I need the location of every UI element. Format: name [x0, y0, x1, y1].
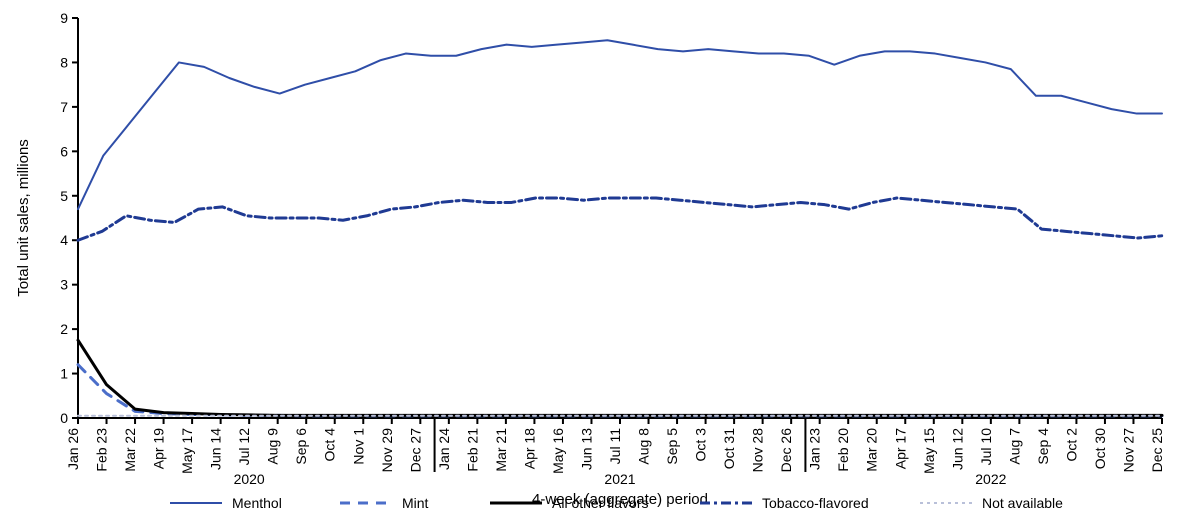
y-tick-label: 3 [60, 277, 68, 293]
series-line [78, 40, 1162, 209]
x-tick-label: Jan 23 [807, 428, 823, 470]
y-tick-label: 2 [60, 321, 68, 337]
x-tick-label: Feb 20 [835, 428, 851, 472]
y-tick-label: 8 [60, 54, 68, 70]
chart-svg: 0 1 2 3 4 5 6 7 8 9 Total unit sales, millions Jan … [0, 0, 1185, 522]
series-line [78, 340, 1162, 415]
x-year-label: 2022 [975, 471, 1006, 487]
x-tick-label: Jun 12 [949, 428, 965, 470]
x-tick-label: Aug 9 [265, 428, 281, 465]
x-tick-label: Nov 1 [350, 428, 366, 465]
legend-label: Tobacco-flavored [762, 495, 869, 511]
x-tick-label: Jun 14 [208, 428, 224, 470]
x-tick-label: Mar 20 [864, 428, 880, 472]
x-tick-label: Nov 28 [750, 428, 766, 473]
y-tick-label: 4 [60, 232, 68, 248]
x-year-label: 2021 [604, 471, 635, 487]
x-tick-label: Jul 11 [607, 428, 623, 465]
series-line [78, 365, 1162, 416]
legend-label: All other flavors [552, 495, 648, 511]
legend-label: Mint [402, 495, 429, 511]
x-tick-label: Mar 22 [122, 428, 138, 472]
x-tick-label: Nov 27 [1120, 428, 1136, 473]
x-tick-label: Dec 25 [1149, 428, 1165, 473]
x-tick-label: Sep 6 [293, 428, 309, 465]
x-tick-label: Nov 29 [379, 428, 395, 473]
y-tick-label: 7 [60, 99, 68, 115]
x-tick-label: Jul 12 [236, 428, 252, 466]
x-tick-label: Oct 4 [322, 428, 338, 462]
line-chart: 0 1 2 3 4 5 6 7 8 9 Total unit sales, millions Jan … [0, 0, 1185, 522]
x-tick-label: Oct 31 [721, 428, 737, 469]
legend-label: Not available [982, 495, 1063, 511]
x-tick-label: Sep 5 [664, 428, 680, 465]
x-tick-label: Aug 7 [1006, 428, 1022, 465]
x-tick-label: Oct 30 [1092, 428, 1108, 469]
x-tick-label: Mar 21 [493, 428, 509, 472]
y-tick-label: 6 [60, 143, 68, 159]
x-tick-label: Jan 26 [65, 428, 81, 470]
x-tick-label: Oct 2 [1063, 428, 1079, 462]
x-tick-label: Apr 18 [521, 428, 537, 469]
x-tick-label: Sep 4 [1035, 428, 1051, 465]
x-tick-label: May 16 [550, 428, 566, 474]
x-tick-label: Oct 3 [693, 428, 709, 462]
x-tick-label: Dec 27 [407, 428, 423, 473]
x-tick-label: May 15 [921, 428, 937, 474]
x-year-label: 2020 [234, 471, 265, 487]
legend-label: Menthol [232, 495, 282, 511]
x-tick-label: Apr 19 [151, 428, 167, 469]
y-axis-title: Total unit sales, millions [15, 139, 32, 297]
x-tick-label: Apr 17 [892, 428, 908, 469]
y-tick-label: 1 [60, 366, 68, 382]
x-tick-label: Jun 13 [578, 428, 594, 470]
x-tick-label: Jan 24 [436, 428, 452, 470]
x-tick-label: Feb 21 [464, 428, 480, 472]
x-tick-label: Aug 8 [636, 428, 652, 465]
x-tick-label: May 17 [179, 428, 195, 474]
y-tick-label: 9 [60, 10, 68, 26]
y-tick-label: 5 [60, 188, 68, 204]
series-line [78, 198, 1162, 240]
x-tick-label: Dec 26 [778, 428, 794, 473]
y-tick-label: 0 [60, 410, 68, 426]
x-tick-label: Jul 10 [978, 428, 994, 466]
x-tick-label: Feb 23 [94, 428, 110, 472]
